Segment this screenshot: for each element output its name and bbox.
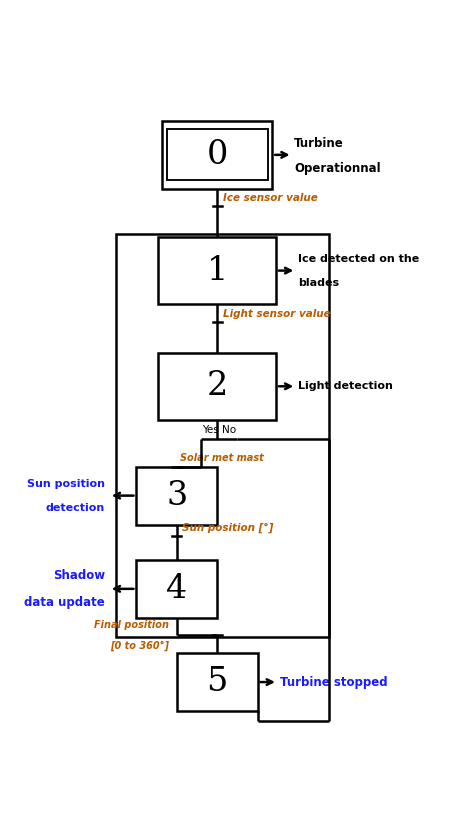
- Text: Light sensor value: Light sensor value: [223, 309, 330, 319]
- Text: Shadow: Shadow: [53, 569, 105, 583]
- Text: data update: data update: [25, 596, 105, 610]
- Text: Ice sensor value: Ice sensor value: [223, 193, 318, 203]
- Text: detection: detection: [46, 504, 105, 514]
- Text: Solar met mast: Solar met mast: [181, 453, 264, 463]
- Text: Ice detected on the: Ice detected on the: [298, 254, 419, 264]
- Bar: [158, 352, 276, 420]
- Text: Turbine stopped: Turbine stopped: [280, 676, 387, 689]
- Text: blades: blades: [298, 278, 339, 288]
- Bar: [137, 560, 217, 618]
- Bar: [162, 121, 272, 189]
- Text: 2: 2: [207, 370, 228, 402]
- Text: Turbine: Turbine: [294, 137, 344, 149]
- Text: Operationnal: Operationnal: [294, 163, 381, 175]
- Text: Final position: Final position: [94, 620, 169, 630]
- Bar: [137, 467, 217, 524]
- Bar: [167, 129, 267, 180]
- Text: [0 to 360°]: [0 to 360°]: [110, 640, 169, 651]
- Bar: [177, 653, 258, 711]
- Text: 3: 3: [166, 479, 187, 512]
- Text: No: No: [222, 426, 237, 436]
- Text: 5: 5: [207, 666, 228, 698]
- Text: Light detection: Light detection: [298, 382, 393, 392]
- Text: 1: 1: [207, 255, 228, 286]
- Text: Sun position [°]: Sun position [°]: [182, 522, 273, 533]
- Bar: [116, 234, 329, 637]
- Text: 4: 4: [166, 573, 187, 605]
- Text: Sun position: Sun position: [27, 479, 105, 489]
- Bar: [158, 237, 276, 304]
- Text: Yes: Yes: [202, 426, 219, 436]
- Text: 0: 0: [207, 139, 228, 171]
